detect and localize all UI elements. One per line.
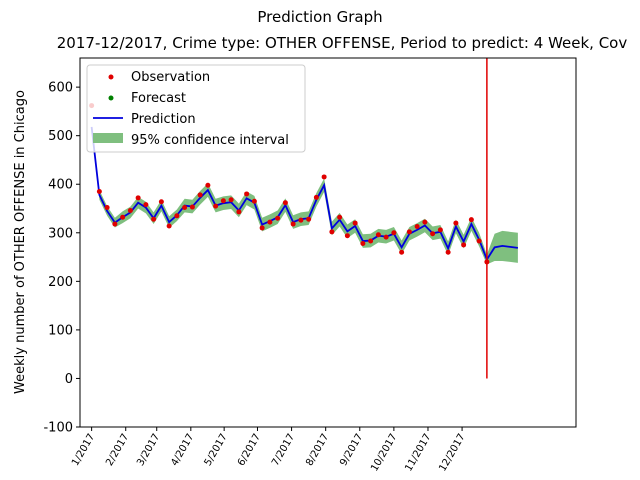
observation-point xyxy=(313,194,319,200)
legend-ci-label: 95% confidence interval xyxy=(131,133,289,148)
observation-point xyxy=(127,207,133,213)
y-tick-label: 300 xyxy=(48,226,73,241)
observation-point xyxy=(321,174,327,180)
observation-point xyxy=(182,205,188,211)
legend: Observation Forecast Prediction 95% conf… xyxy=(86,64,306,153)
observation-point xyxy=(259,225,265,231)
observation-point xyxy=(174,213,180,219)
y-tick-label: 500 xyxy=(48,129,73,144)
observation-point xyxy=(329,229,335,235)
observation-point xyxy=(244,191,250,197)
observation-point xyxy=(112,221,118,227)
y-tick-label: 600 xyxy=(48,81,73,96)
observation-point xyxy=(213,203,219,209)
chart-title: 2017-12/2017, Crime type: OTHER OFFENSE,… xyxy=(57,34,628,52)
observation-point xyxy=(414,223,420,229)
y-tick-label: 200 xyxy=(48,275,73,290)
observation-point xyxy=(344,233,350,239)
observation-point xyxy=(306,216,312,222)
observation-point xyxy=(282,200,288,206)
legend-box xyxy=(86,64,306,153)
observation-point xyxy=(375,232,381,238)
observation-point xyxy=(360,240,366,246)
observation-point xyxy=(298,217,304,223)
observation-point xyxy=(461,242,467,248)
legend-prediction-label: Prediction xyxy=(131,112,196,127)
legend-observation-marker xyxy=(108,74,114,80)
observation-point xyxy=(453,220,459,226)
observation-point xyxy=(391,230,397,236)
observation-point xyxy=(352,220,358,226)
observation-point xyxy=(437,227,443,233)
legend-forecast-label: Forecast xyxy=(131,91,186,106)
observation-point xyxy=(96,189,102,195)
prediction-line xyxy=(90,126,518,262)
observation-point xyxy=(445,249,451,255)
legend-forecast-marker xyxy=(108,95,114,101)
legend-ci-swatch xyxy=(93,133,123,143)
observation-point xyxy=(197,192,203,198)
title-clip: 2017-12/2017, Crime type: OTHER OFFENSE,… xyxy=(57,34,628,52)
observation-point xyxy=(267,219,273,225)
axes-frame xyxy=(79,57,577,428)
y-axis-label: Weekly number of OTHER OFFENSE in Chicag… xyxy=(13,90,28,394)
observation-point xyxy=(368,238,374,244)
legend-observation-label: Observation xyxy=(131,70,210,85)
observation-point xyxy=(430,231,436,237)
observation-point xyxy=(399,249,405,255)
observation-point xyxy=(383,234,389,240)
observation-point xyxy=(228,197,234,203)
observation-point xyxy=(220,198,226,204)
y-tick-label: 400 xyxy=(48,178,73,193)
observation-point xyxy=(406,229,412,235)
observation-point xyxy=(104,205,110,211)
y-tick-label: 0 xyxy=(65,372,73,387)
y-tick-label: 100 xyxy=(48,323,73,338)
observation-point xyxy=(422,219,428,225)
observation-point xyxy=(120,214,126,220)
observation-point xyxy=(337,214,343,220)
observation-point xyxy=(205,182,211,188)
observation-point xyxy=(290,221,296,227)
observation-point xyxy=(275,215,281,221)
y-tick-label: -100 xyxy=(43,421,73,436)
observation-point xyxy=(251,198,257,204)
observation-point xyxy=(158,199,164,205)
plot-area xyxy=(89,58,518,379)
observation-point xyxy=(135,195,141,201)
observation-point xyxy=(166,223,172,229)
observation-point xyxy=(236,209,242,215)
observation-point xyxy=(151,216,157,222)
confidence-interval-band xyxy=(91,126,518,265)
observation-point xyxy=(143,202,149,208)
observation-point xyxy=(468,217,474,223)
observation-point xyxy=(476,238,482,244)
chart-suptitle: Prediction Graph xyxy=(257,8,382,26)
observation-point xyxy=(189,204,195,210)
